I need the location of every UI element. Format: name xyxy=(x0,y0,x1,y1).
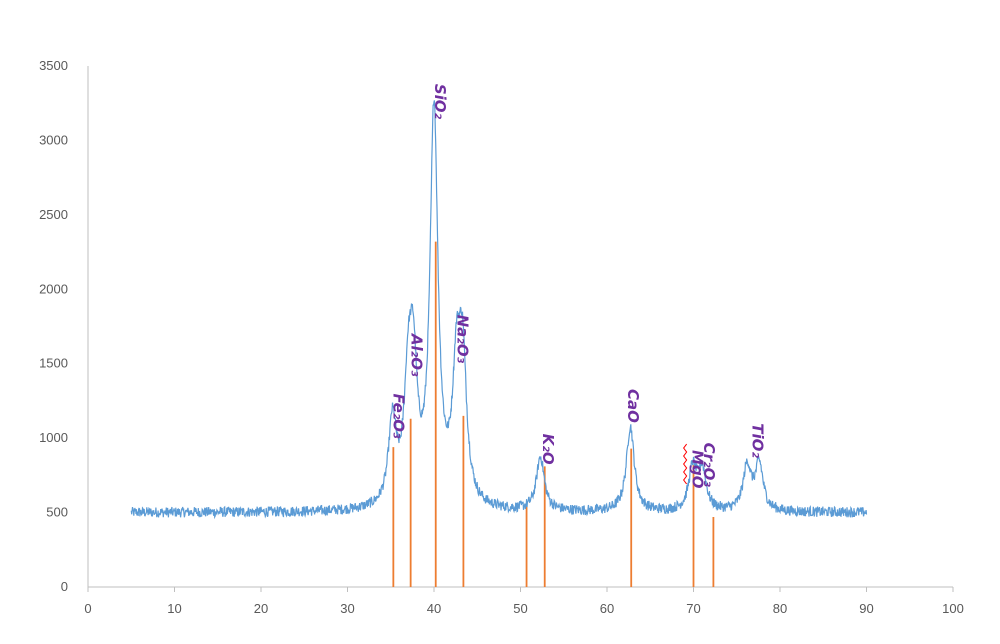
peak-label: K₂O xyxy=(539,434,557,465)
spellcheck-squiggle xyxy=(683,443,688,485)
y-tick-label: 3000 xyxy=(39,132,68,147)
x-axis: 0 10 20 30 40 50 60 70 80 90 100 xyxy=(84,586,964,616)
peak-label: Na₂O₃ xyxy=(453,315,471,364)
x-tick-label: 10 xyxy=(167,601,181,616)
x-tick-label: 30 xyxy=(340,601,354,616)
x-tick-label: 0 xyxy=(84,601,91,616)
y-tick-label: 1000 xyxy=(39,430,68,445)
y-tick-label: 2500 xyxy=(39,207,68,222)
diffraction-pattern xyxy=(130,100,868,520)
peak-label: Cr₂O₃ xyxy=(700,443,718,488)
y-tick-label: 3500 xyxy=(39,58,68,73)
peak-label: CaO xyxy=(624,389,642,423)
x-tick-label: 80 xyxy=(773,601,787,616)
x-tick-label: 20 xyxy=(254,601,268,616)
x-tick-label: 40 xyxy=(427,601,441,616)
x-tick-label: 60 xyxy=(600,601,614,616)
y-tick-label: 2000 xyxy=(39,281,68,296)
x-tick-label: 90 xyxy=(859,601,873,616)
x-tick-label: 100 xyxy=(942,601,964,616)
pattern-line xyxy=(130,100,868,520)
peak-label: SiO₂ xyxy=(431,84,449,120)
y-tick-label: 0 xyxy=(61,579,68,594)
x-tick-label: 70 xyxy=(686,601,700,616)
peak-label: MgO xyxy=(689,450,707,489)
y-tick-label: 500 xyxy=(46,505,68,520)
y-axis: 0 500 1000 1500 2000 2500 3000 3500 xyxy=(39,58,89,594)
peak-label: Al₂O₃ xyxy=(408,333,426,377)
y-tick-label: 1500 xyxy=(39,356,68,371)
peak-label: TiO₂ xyxy=(748,423,766,458)
spellcheck-underline xyxy=(683,443,688,485)
reference-sticks xyxy=(392,241,715,587)
peak-label: Fe₂O₃ xyxy=(389,393,407,439)
x-tick-label: 50 xyxy=(513,601,527,616)
